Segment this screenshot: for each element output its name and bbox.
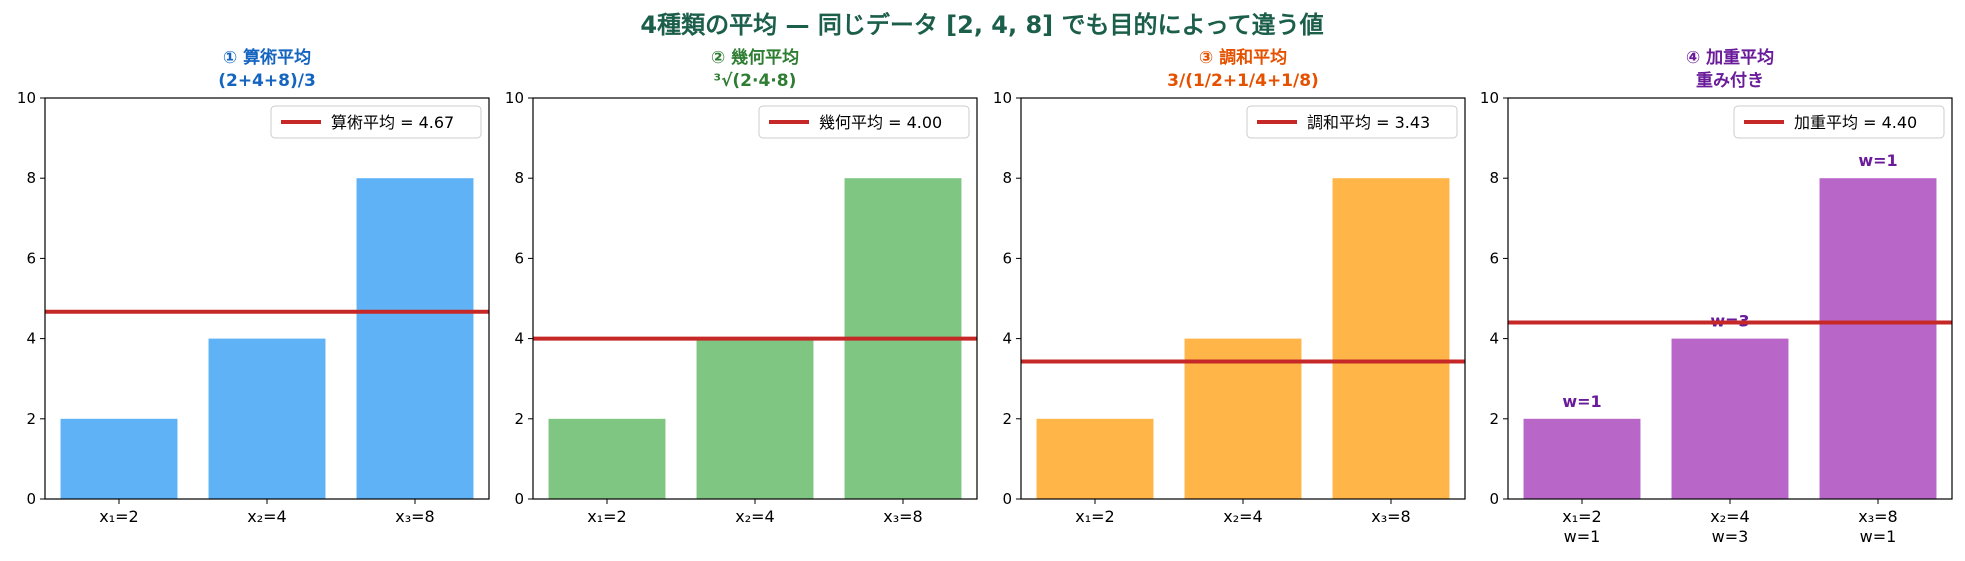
bar-1	[1036, 418, 1154, 499]
panel-2: ② 幾何平均 ³√(2·4·8) x₁=2 x₂=4 x₃=8 0 2 4 6 8 10 幾何平均 =…	[505, 47, 978, 526]
x-tick-label: x₂=4	[735, 507, 774, 526]
y-tick-label: 4	[1002, 330, 1012, 348]
y-tick-label: 2	[1489, 410, 1499, 428]
legend-label: 幾何平均 = 4.00	[819, 113, 942, 132]
legend-label: 加重平均 = 4.40	[1794, 113, 1917, 132]
plot-frame	[1507, 97, 1953, 500]
panel-4: ④ 加重平均重み付きw=1x₁=2w=1w=3x₂=4w=3w=1x₃=8w=1…	[1480, 47, 1953, 546]
y-tick-label: 6	[514, 249, 524, 267]
bar-weight-label: w=1	[1858, 151, 1897, 170]
bar-2	[696, 338, 814, 499]
legend-label: 算術平均 = 4.67	[331, 113, 454, 132]
legend: 調和平均 = 3.43	[1246, 105, 1458, 139]
y-tick-label: 10	[1480, 89, 1499, 107]
bar-1	[548, 418, 666, 499]
y-tick-label: 10	[505, 89, 524, 107]
y-tick-label: 0	[514, 490, 524, 508]
panel-1: ① 算術平均 (2+4+8)/3 x₁=2 x₂=4 x₃=8 0 2 4 6 8 10 算術平均 =…	[17, 47, 490, 526]
panel-3: ③ 調和平均 3/(1/2+1/4+1/8) x₁=2 x₂=4 x₃=8 0 2 4 6 8 10…	[993, 47, 1466, 526]
x-tick-label: x₁=2	[587, 507, 626, 526]
bar-2	[1184, 338, 1302, 499]
legend-box	[1733, 105, 1945, 139]
legend-box	[270, 105, 482, 139]
y-tick-label: 6	[26, 249, 36, 267]
y-tick-label: 6	[1002, 249, 1012, 267]
legend: 算術平均 = 4.67	[270, 105, 482, 139]
x-tick-label: x₃=8	[1371, 507, 1410, 526]
y-tick-label: 4	[514, 330, 524, 348]
y-tick-label: 8	[514, 169, 524, 187]
panel-title: ① 算術平均	[223, 47, 311, 68]
legend-box	[758, 105, 970, 139]
y-tick-label: 8	[26, 169, 36, 187]
plot-frame	[532, 97, 978, 500]
panel-subtitle: (2+4+8)/3	[218, 71, 316, 91]
legend-label: 調和平均 = 3.43	[1307, 113, 1430, 132]
y-tick-label: 2	[514, 410, 524, 428]
plot-frame	[44, 97, 490, 500]
panel-subtitle: 3/(1/2+1/4+1/8)	[1167, 71, 1319, 91]
bar-3	[356, 178, 474, 499]
figure-title: 4種類の平均 — 同じデータ [2, 4, 8] でも目的によって違う値	[640, 11, 1323, 39]
panel-subtitle: ³√(2·4·8)	[714, 71, 797, 91]
y-tick-label: 8	[1002, 169, 1012, 187]
panel-title: ④ 加重平均	[1686, 47, 1774, 68]
x-tick-label: x₃=8	[883, 507, 922, 526]
panel-title: ② 幾何平均	[711, 47, 799, 68]
legend: 幾何平均 = 4.00	[758, 105, 970, 139]
y-tick-label: 0	[1489, 490, 1499, 508]
y-tick-label: 8	[1489, 169, 1499, 187]
x-tick-label: x₂=4	[247, 507, 286, 526]
bar-1	[1523, 418, 1641, 499]
x-tick-label: x₁=2	[1075, 507, 1114, 526]
x-tick-sublabel: w=1	[1860, 527, 1897, 546]
plot-frame	[1020, 97, 1466, 500]
bar-weight-label: w=1	[1562, 392, 1601, 411]
x-tick-label: x₁=2	[1562, 507, 1601, 526]
x-tick-label: x₂=4	[1223, 507, 1262, 526]
y-tick-label: 6	[1489, 249, 1499, 267]
y-tick-label: 4	[26, 330, 36, 348]
bar-3	[1819, 178, 1937, 499]
legend-box	[1246, 105, 1458, 139]
panel-title: ③ 調和平均	[1199, 47, 1287, 68]
y-tick-label: 10	[993, 89, 1012, 107]
y-tick-label: 2	[1002, 410, 1012, 428]
bar-3	[1332, 178, 1450, 499]
x-tick-sublabel: w=1	[1564, 527, 1601, 546]
panel-subtitle: 重み付き	[1696, 70, 1764, 91]
y-tick-label: 4	[1489, 330, 1499, 348]
bar-2	[1671, 338, 1789, 499]
x-tick-sublabel: w=3	[1712, 527, 1749, 546]
x-tick-label: x₃=8	[1858, 507, 1897, 526]
x-tick-label: x₂=4	[1710, 507, 1749, 526]
bar-1	[60, 418, 178, 499]
y-tick-label: 2	[26, 410, 36, 428]
y-tick-label: 0	[26, 490, 36, 508]
x-tick-label: x₁=2	[99, 507, 138, 526]
y-tick-label: 0	[1002, 490, 1012, 508]
legend: 加重平均 = 4.40	[1733, 105, 1945, 139]
y-tick-label: 10	[17, 89, 36, 107]
chart-panels: ① 算術平均 (2+4+8)/3 x₁=2 x₂=4 x₃=8 0 2 4 6 8 10 算術平均 =…	[17, 47, 1953, 546]
bar-2	[208, 338, 326, 499]
x-tick-label: x₃=8	[395, 507, 434, 526]
